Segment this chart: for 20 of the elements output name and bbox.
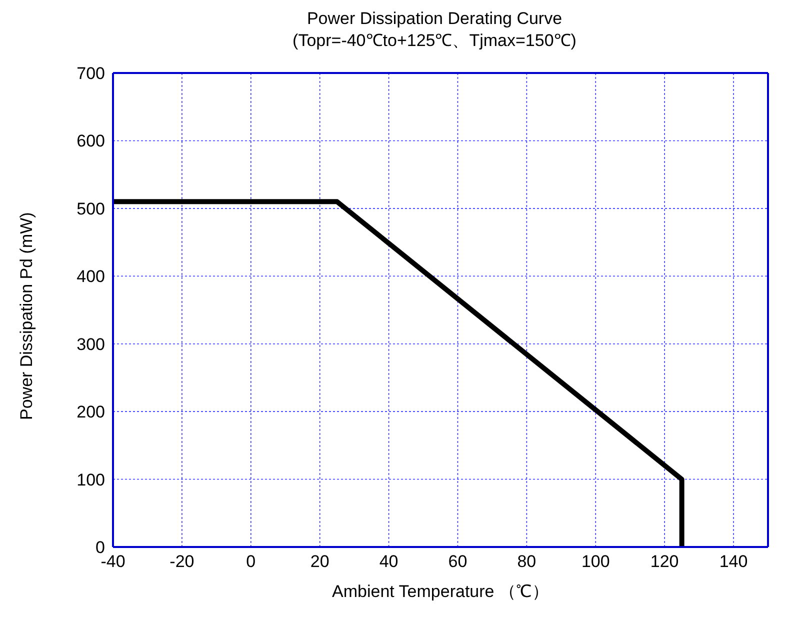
- y-tick-label: 600: [76, 132, 105, 151]
- x-tick-label: 20: [310, 552, 330, 572]
- y-tick-label: 300: [76, 334, 105, 354]
- x-tick-label: 60: [448, 552, 468, 572]
- x-tick-label: 40: [379, 552, 398, 572]
- x-tick-label: 0: [246, 552, 256, 572]
- chart-subtitle: (Topr=-40℃to+125℃、Tjmax=150℃): [292, 30, 578, 52]
- y-tick-label: 200: [76, 402, 105, 422]
- x-tick-label: 100: [581, 552, 610, 572]
- y-tick-label: 700: [76, 64, 105, 84]
- x-tick-label: 80: [517, 552, 536, 572]
- chart-title: Power Dissipation Derating Curve: [306, 8, 564, 30]
- x-tick-label: -20: [170, 552, 194, 572]
- x-axis-title: Ambient Temperature （℃）: [332, 582, 549, 601]
- x-tick-label: 140: [719, 552, 748, 572]
- y-tick-label: 400: [76, 267, 105, 286]
- y-axis-title: Power Dissipation Pd (mW): [17, 212, 36, 420]
- y-tick-label: 100: [76, 470, 105, 490]
- y-tick-label: 500: [76, 199, 105, 218]
- x-tick-label: 120: [650, 552, 679, 572]
